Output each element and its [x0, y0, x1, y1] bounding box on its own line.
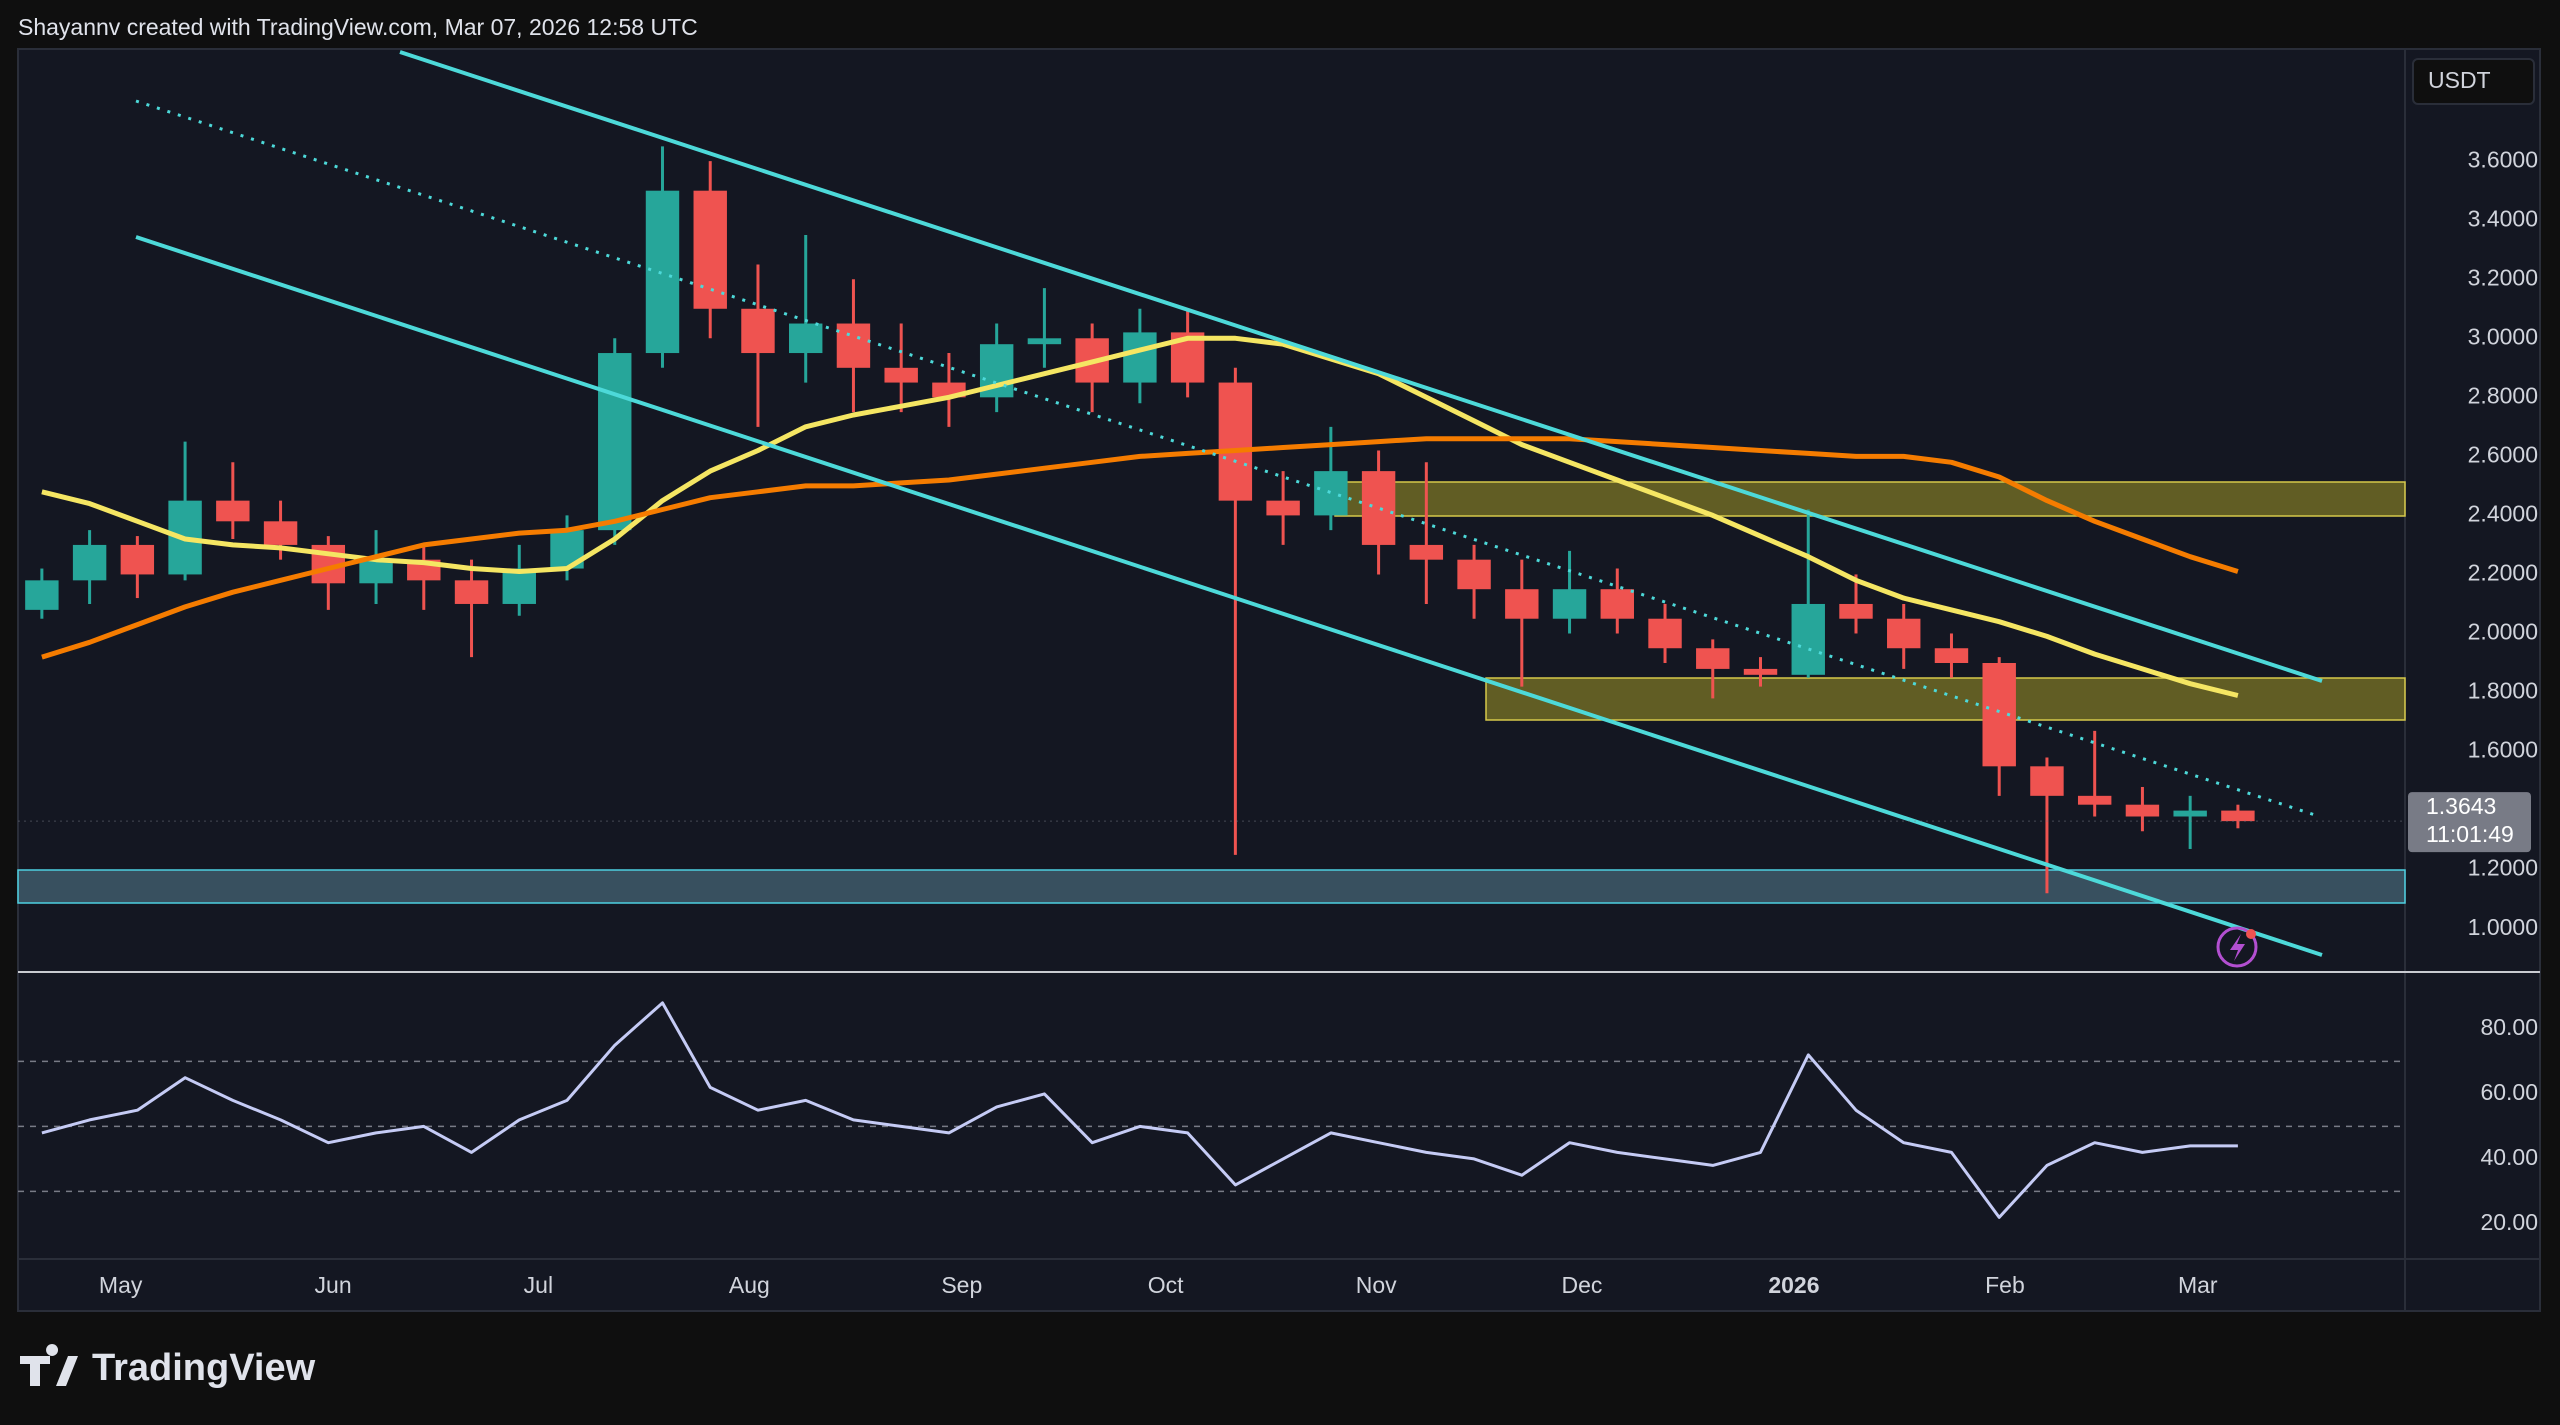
candle-body [502, 568, 536, 604]
x-tick-label: Jul [524, 1272, 553, 1298]
candle-body [836, 323, 871, 368]
header-text: Shayannv created with TradingView.com, M… [18, 14, 698, 40]
candle-body [1027, 338, 1062, 345]
x-tick-label: Mar [2178, 1272, 2218, 1298]
candle-body [1887, 618, 1921, 649]
channel-mid [135, 99, 2316, 817]
y-tick-label: 20.00 [2480, 1209, 2538, 1235]
last-price-label: 1.3643 [2426, 793, 2496, 819]
overlays [41, 335, 2239, 698]
channel-lower [135, 235, 2323, 957]
candle-body [884, 367, 918, 383]
y-tick-label: 3.4000 [2468, 205, 2538, 231]
candle-body [741, 308, 775, 354]
logo-icon [20, 1344, 78, 1386]
alert-icon[interactable] [2216, 926, 2258, 968]
alert-dot [2246, 929, 2256, 939]
candle-body [2221, 810, 2255, 822]
candle-body [25, 580, 59, 610]
candle-body [72, 544, 107, 581]
last-price-box [2408, 792, 2531, 853]
candle-body [454, 580, 489, 604]
y-tick-label: 3.2000 [2468, 264, 2538, 290]
candle-body [1600, 589, 1634, 619]
candle-body [598, 353, 632, 531]
y-tick-label: 80.00 [2480, 1014, 2538, 1040]
candle-body [1696, 648, 1730, 669]
moving-average [41, 335, 2239, 698]
y-tick-label: 1.6000 [2468, 737, 2538, 763]
currency-label: USDT [2428, 67, 2491, 93]
candle-body [1409, 544, 1444, 560]
x-tick-label: May [99, 1272, 143, 1298]
y-tick-label: 3.0000 [2468, 323, 2538, 349]
y-tick-label: 2.0000 [2468, 619, 2538, 645]
x-tick-label: Aug [729, 1272, 770, 1298]
x-tick-label: Nov [1356, 1272, 1397, 1298]
candle-body [789, 323, 823, 354]
candle-body [263, 521, 298, 545]
candle-body [693, 190, 727, 309]
supply-zone [1334, 481, 2406, 517]
candle-body [1123, 332, 1157, 383]
candle-body [120, 544, 155, 575]
brand: TradingView [92, 1347, 316, 1389]
y-tick-label: 1.8000 [2468, 678, 2538, 704]
demand-zone [17, 869, 2406, 904]
candle-body [1314, 471, 1348, 516]
candle-body [1266, 500, 1300, 516]
y-tick-label: 2.8000 [2468, 382, 2538, 408]
x-tick-label: Oct [1148, 1272, 1184, 1298]
x-tick-label: Jun [315, 1272, 352, 1298]
candle-body [359, 559, 393, 584]
candle-body [216, 500, 250, 522]
currency-box[interactable] [2412, 58, 2535, 105]
chart-frame [17, 48, 2541, 1312]
candle-body [1839, 603, 1873, 619]
moving-average [41, 436, 2239, 660]
y-tick-label: 60.00 [2480, 1079, 2538, 1105]
candle-body [1934, 648, 1969, 663]
x-tick-label: Sep [941, 1272, 982, 1298]
y-tick-label: 2.6000 [2468, 441, 2538, 467]
channel-upper [399, 50, 2323, 683]
y-tick-label: 1.2000 [2468, 855, 2538, 881]
x-tick-label: 2026 [1768, 1272, 1819, 1298]
y-tick-label: 40.00 [2480, 1144, 2538, 1170]
candle-body [1791, 603, 1825, 675]
y-tick-label: 3.6000 [2468, 146, 2538, 172]
candle-body [1457, 559, 1491, 590]
candle-body [2173, 810, 2207, 817]
candle-body [1552, 589, 1587, 619]
supply-zone [1485, 677, 2406, 721]
footer-logo: TradingView [20, 1344, 316, 1389]
y-tick-label: 2.4000 [2468, 500, 2538, 526]
candle-body [2030, 766, 2064, 796]
candle-body [1361, 471, 1396, 545]
rsi-line [41, 1001, 2238, 1219]
y-tick-label: 1.0000 [2468, 914, 2538, 940]
candle-body [1982, 663, 2016, 767]
candle-body [2077, 795, 2112, 805]
candle-body [2125, 804, 2160, 817]
x-tick-label: Feb [1985, 1272, 2025, 1298]
candle-body [1218, 382, 1253, 501]
candle-body [645, 190, 680, 354]
alert-bolt [2230, 934, 2245, 961]
candle-body [1743, 668, 1778, 675]
candle-body [1648, 618, 1682, 649]
x-tick-label: Dec [1562, 1272, 1603, 1298]
countdown-label: 11:01:49 [2426, 821, 2514, 847]
y-tick-label: 2.2000 [2468, 560, 2538, 586]
candle-body [1505, 589, 1539, 619]
candles [25, 146, 2255, 894]
